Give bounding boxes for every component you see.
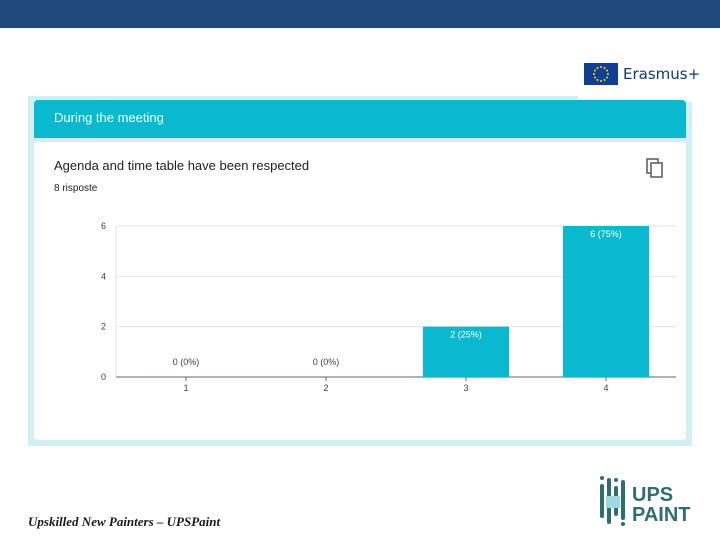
bar	[423, 326, 509, 377]
y-tick-label: 2	[101, 322, 106, 332]
y-tick-label: 4	[101, 271, 106, 281]
response-count: 8 risposte	[54, 183, 98, 194]
bar	[563, 226, 649, 377]
section-title: During the meeting	[54, 110, 164, 125]
x-tick-label: 2	[323, 383, 328, 393]
question-title: Agenda and time table have been respecte…	[54, 158, 310, 173]
logo-line2: PAINT	[632, 504, 691, 526]
data-label: 0 (0%)	[173, 357, 200, 367]
data-label: 6 (75%)	[590, 229, 622, 239]
x-tick-label: 1	[183, 383, 188, 393]
erasmus-label: Erasmus+	[623, 65, 701, 83]
eu-flag-icon	[584, 63, 618, 85]
footer-text: Upskilled New Painters – UPSPaint	[28, 514, 221, 529]
erasmus-logo: Erasmus+	[584, 62, 700, 86]
upspaint-logo: UPS PAINT	[600, 476, 691, 526]
data-label: 2 (25%)	[450, 330, 482, 340]
logo-line1: UPS	[632, 484, 673, 506]
y-tick-label: 6	[101, 221, 106, 231]
x-tick-label: 3	[463, 383, 468, 393]
frame-notch	[578, 88, 694, 102]
x-tick-label: 4	[603, 383, 608, 393]
y-tick-label: 0	[101, 372, 106, 382]
section-header: During the meeting	[34, 100, 686, 138]
bar-chart: 0 2 4 6 1 0 (0%) 2 0 (0%) 3 2 (25%) 4 6 (75%)	[101, 221, 676, 393]
top-band	[0, 0, 720, 28]
copy-icon[interactable]	[646, 158, 664, 178]
data-label: 0 (0%)	[313, 357, 340, 367]
